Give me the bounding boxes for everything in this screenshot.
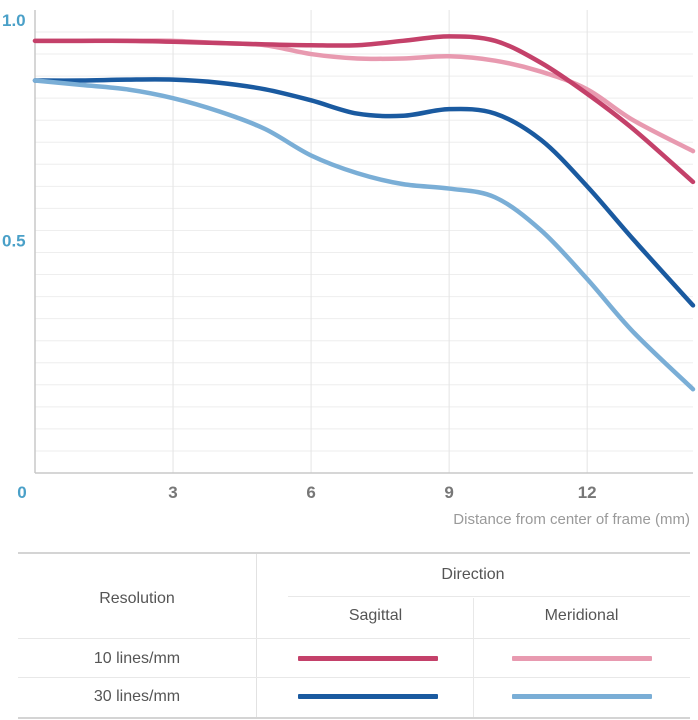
- x-tick-label: 12: [578, 483, 597, 502]
- x-tick-label: 3: [168, 483, 177, 502]
- legend-sagittal-header: Sagittal: [348, 607, 403, 624]
- series-layer: [32, 34, 696, 392]
- x-tick-label: 0: [17, 483, 26, 502]
- x-axis-label: Distance from center of frame (mm): [453, 511, 690, 528]
- legend-resolution-header: Resolution: [99, 590, 175, 607]
- mtf-chart: 0 3 6 9 12 1.0 0.5 Distance from center of fra…: [2, 10, 696, 528]
- legend-table: Resolution Direction Sagittal Meridional…: [18, 552, 690, 719]
- minor-gridlines: [35, 31, 693, 452]
- major-gridlines: [172, 10, 588, 473]
- legend-row-divider: [18, 638, 690, 639]
- legend-swatch-10-meridional: [512, 656, 652, 661]
- series-line-30-lines-mm-meridional: [32, 78, 696, 392]
- legend-top-border: [18, 552, 690, 554]
- legend-meridional-header: Meridional: [544, 607, 619, 624]
- legend-row-label-30: 30 lines/mm: [93, 688, 181, 705]
- legend-direction-split: [473, 598, 474, 718]
- x-tick-label: 6: [306, 483, 315, 502]
- x-tick-label: 9: [444, 483, 453, 502]
- tick-labels: 0 3 6 9 12 1.0 0.5: [2, 11, 597, 502]
- y-tick-label: 1.0: [2, 11, 26, 30]
- series-line-10-lines-mm-sagittal: [32, 34, 696, 185]
- series-line-30-lines-mm-sagittal: [32, 77, 696, 308]
- legend-row-label-10: 10 lines/mm: [93, 650, 181, 667]
- legend-row-divider-2: [18, 677, 690, 678]
- legend-direction-header: Direction: [441, 566, 505, 583]
- legend-swatch-30-sagittal: [298, 694, 438, 699]
- legend-bottom-border: [18, 717, 690, 719]
- legend-column-divider: [256, 554, 257, 718]
- legend-swatch-10-sagittal: [298, 656, 438, 661]
- series-line-10-lines-mm-meridional: [32, 38, 696, 154]
- legend-swatch-30-meridional: [512, 694, 652, 699]
- y-tick-label: 0.5: [2, 232, 26, 251]
- legend-direction-divider: [288, 596, 690, 597]
